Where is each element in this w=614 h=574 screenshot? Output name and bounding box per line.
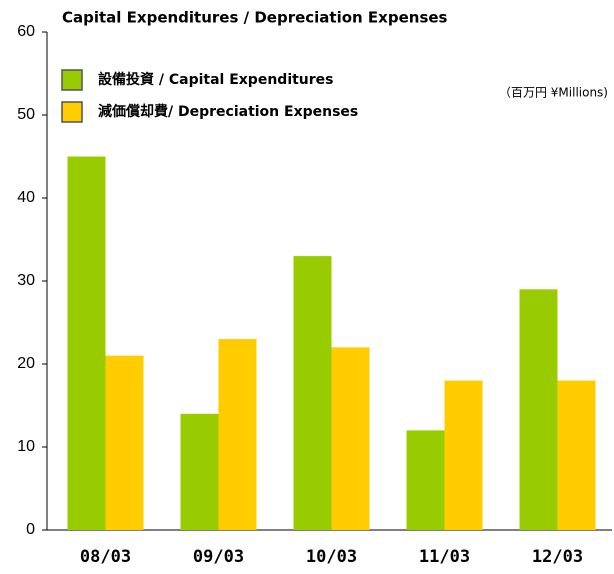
y-tick-label: 0 xyxy=(26,521,35,538)
legend-label: 減価償却費/ Depreciation Expenses xyxy=(98,103,358,120)
y-tick-label: 40 xyxy=(17,189,35,206)
y-tick-label: 50 xyxy=(17,106,35,123)
bar xyxy=(557,380,596,530)
chart-title: Capital Expenditures / Depreciation Expe… xyxy=(62,9,448,27)
legend-label: 設備投資 / Capital Expenditures xyxy=(98,71,334,88)
bar xyxy=(406,430,445,530)
legend-swatch xyxy=(61,101,83,123)
bar xyxy=(218,339,257,530)
x-tick-label: 08/03 xyxy=(80,547,131,567)
legend-swatch xyxy=(61,69,83,91)
bar xyxy=(67,156,106,530)
bar xyxy=(331,347,370,530)
unit-note: （百万円 ¥Millions) xyxy=(499,86,608,100)
bar xyxy=(180,413,219,530)
bar xyxy=(444,380,483,530)
y-tick-label: 30 xyxy=(17,272,35,289)
x-tick-label: 09/03 xyxy=(193,547,244,567)
y-tick-label: 10 xyxy=(17,438,35,455)
y-tick-label: 60 xyxy=(17,23,35,40)
bar xyxy=(293,256,332,530)
x-tick-label: 10/03 xyxy=(306,547,357,567)
y-tick-label: 20 xyxy=(17,355,35,372)
bar xyxy=(519,289,558,530)
x-tick-label: 12/03 xyxy=(532,547,583,567)
x-tick-label: 11/03 xyxy=(419,547,470,567)
bar xyxy=(105,355,144,530)
